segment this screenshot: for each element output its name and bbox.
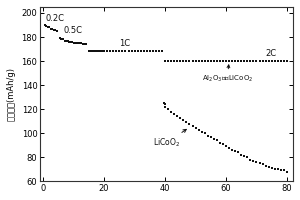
Text: LiCoO$_2$: LiCoO$_2$ xyxy=(153,129,186,149)
Text: Al$_2$O$_3$包覆LiCoO$_2$: Al$_2$O$_3$包覆LiCoO$_2$ xyxy=(202,65,253,84)
Text: 0.5C: 0.5C xyxy=(63,26,82,35)
Y-axis label: 比容量／(mAh/g): 比容量／(mAh/g) xyxy=(7,67,16,121)
Text: 1C: 1C xyxy=(119,39,130,48)
Text: 0.2C: 0.2C xyxy=(46,14,64,23)
Text: 2C: 2C xyxy=(266,49,277,58)
